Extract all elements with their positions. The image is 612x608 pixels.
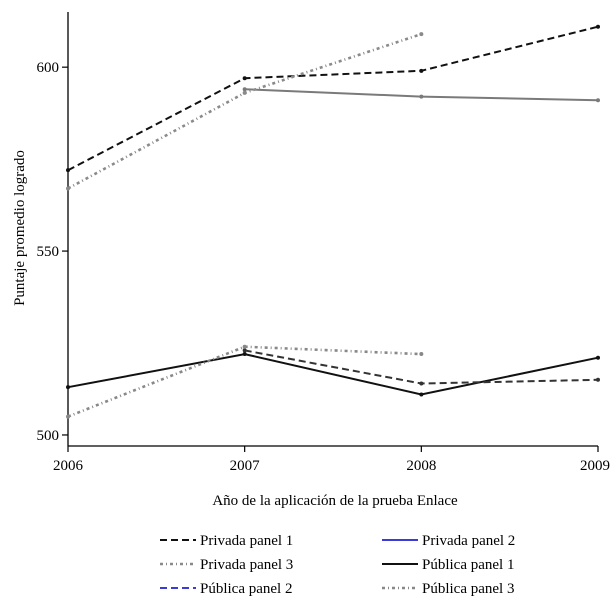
series-point-5 [242, 348, 247, 353]
plot-area: 2006 2007 2008 2009 500 550 600 [37, 12, 610, 474]
y-tick-label: 600 [37, 60, 60, 76]
legend-label: Pública panel 3 [422, 581, 514, 597]
series-point-3 [66, 186, 70, 191]
y-tick-label: 500 [37, 428, 60, 444]
series-line-3 [67, 32, 422, 190]
series-point-3 [242, 90, 247, 95]
legend-label: Pública panel 1 [422, 557, 514, 573]
x-tick-label: 2006 [53, 458, 84, 474]
series-point-4 [596, 355, 600, 360]
series-point-1 [419, 68, 424, 73]
y-tick-label: 550 [37, 244, 60, 260]
series-line-4 [67, 353, 599, 396]
y-axis-title: Puntaje promedio logrado [12, 150, 28, 306]
series-point-6 [242, 344, 247, 349]
series-point-4 [419, 392, 424, 397]
x-tick-label: 2007 [230, 458, 261, 474]
series-point-5 [419, 381, 424, 386]
series-line-1 [67, 25, 599, 172]
series-point-1 [66, 168, 70, 173]
legend: Privada panel 1 Privada panel 2 Privada pa… [160, 533, 515, 597]
series-point-5 [596, 377, 600, 382]
legend-label: Privada panel 2 [422, 533, 515, 549]
legend-label: Privada panel 3 [200, 557, 293, 573]
series-point-6 [419, 352, 424, 357]
legend-label: Privada panel 1 [200, 533, 293, 549]
series-point-4 [242, 352, 247, 357]
series-point-4 [66, 385, 70, 390]
x-axis-title: Año de la aplicación de la prueba Enlace [212, 493, 458, 509]
series-point-2 [419, 94, 424, 99]
series-point-2 [242, 87, 247, 92]
series-point-2 [596, 98, 600, 103]
series-point-1 [596, 24, 600, 29]
series-point-3 [419, 32, 424, 37]
series-point-6 [66, 414, 70, 419]
x-tick-label: 2008 [406, 458, 436, 474]
x-tick-label: 2009 [580, 458, 610, 474]
series-point-1 [242, 76, 247, 81]
legend-label: Pública panel 2 [200, 581, 292, 597]
